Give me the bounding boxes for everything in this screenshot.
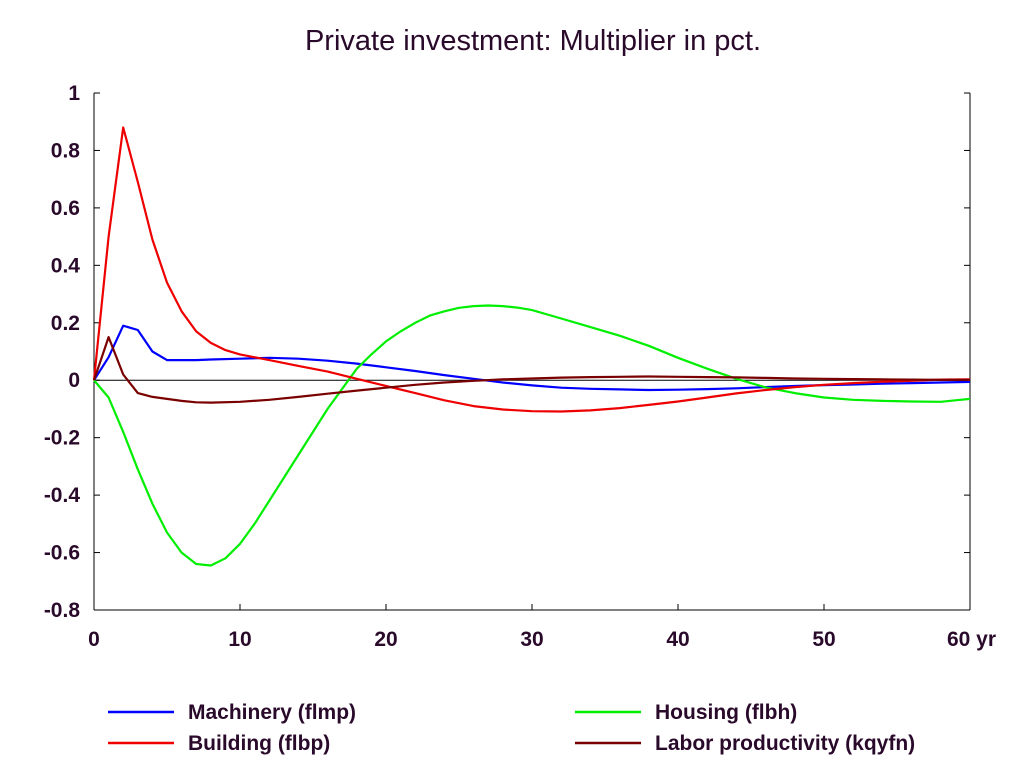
- chart-title: Private investment: Multiplier in pct.: [305, 25, 761, 57]
- x-tick-label: 30: [520, 628, 543, 651]
- series-group: [92, 126, 971, 567]
- y-tick-label: 0.4: [51, 254, 81, 277]
- series-line-housing-flbh: [93, 304, 971, 567]
- legend-label: Labor productivity (kqyfn): [655, 732, 915, 755]
- x-tick-label: 60 yr: [947, 628, 996, 651]
- legend: Machinery (flmp) Housing (flbh) Building (…: [108, 701, 915, 755]
- x-tick-label: 20: [374, 628, 397, 651]
- series-line-labor-productivity-kqyfn: [92, 336, 970, 404]
- x-tick-label: 0: [88, 628, 100, 651]
- x-tick-label: 10: [228, 628, 251, 651]
- y-tick-label: -0.8: [44, 599, 81, 622]
- x-tick-label: 50: [812, 628, 835, 651]
- y-tick-label: 0: [68, 369, 80, 392]
- x-axis: 0 10 20 30 40 50 60 yr: [88, 604, 996, 651]
- y-tick-label: 0.2: [51, 312, 80, 335]
- y-tick-label: 0.8: [51, 139, 81, 162]
- y-tick-label: -0.4: [44, 484, 81, 507]
- y-tick-label: 1: [68, 82, 80, 105]
- x-tick-label: 40: [666, 628, 689, 651]
- y-tick-label: -0.2: [44, 427, 80, 450]
- y-tick-label: -0.6: [44, 542, 80, 565]
- plot-frame: [93, 93, 971, 611]
- legend-label: Housing (flbh): [655, 701, 797, 724]
- series-line-building-flbp: [92, 126, 971, 413]
- y-tick-label: 0.6: [51, 197, 80, 220]
- legend-label: Building (flbp): [188, 732, 330, 755]
- legend-label: Machinery (flmp): [188, 701, 356, 724]
- y-axis: 1 0.8 0.6 0.4 0.2 0 -0.2 -0.4 -0.6 -0.8: [44, 82, 970, 622]
